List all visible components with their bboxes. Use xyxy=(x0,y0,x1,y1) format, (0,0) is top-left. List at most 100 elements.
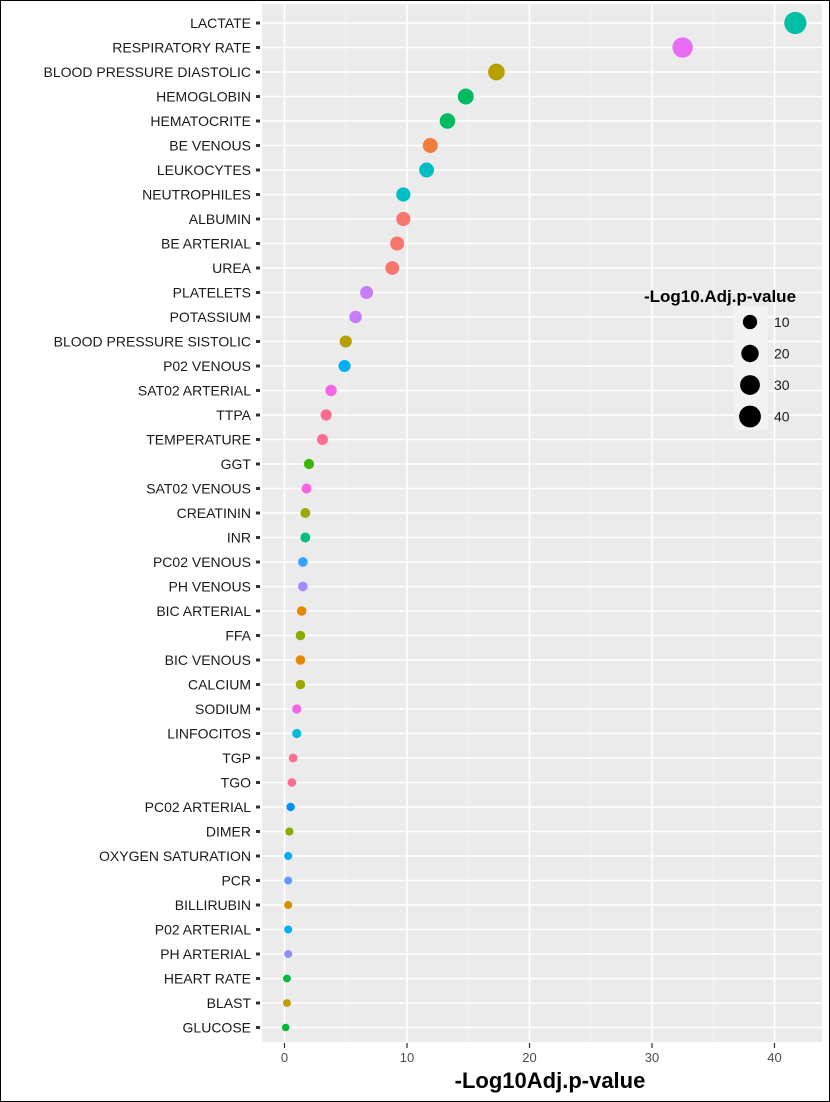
data-point xyxy=(325,384,337,397)
legend-key xyxy=(740,375,760,395)
legend-label: 30 xyxy=(774,377,790,393)
data-point xyxy=(284,900,293,910)
data-point xyxy=(295,630,306,641)
data-point xyxy=(298,581,308,592)
grid-major xyxy=(262,4,822,1042)
y-tick-label: FFA xyxy=(225,628,251,644)
x-axis: 0 10 20 30 40 xyxy=(281,1043,782,1065)
data-point xyxy=(488,63,505,81)
data-point xyxy=(288,753,298,763)
y-tick-label: PH ARTERIAL xyxy=(160,946,251,962)
data-point xyxy=(349,310,362,324)
data-point xyxy=(339,335,352,348)
data-point xyxy=(284,851,293,861)
data-point xyxy=(295,679,306,690)
y-tick-label: HEMOGLOBIN xyxy=(156,89,251,105)
plot-panel xyxy=(262,4,822,1042)
y-tick-label: LEUKOCYTES xyxy=(157,162,251,178)
data-point xyxy=(298,557,308,567)
y-tick-label: NEUTROPHILES xyxy=(142,187,251,203)
data-point xyxy=(292,704,302,714)
y-tick-label: TEMPERATURE xyxy=(146,432,251,448)
y-tick-label: TTPA xyxy=(216,407,251,423)
data-point xyxy=(422,137,438,154)
x-tick-label: 0 xyxy=(281,1050,288,1065)
data-point xyxy=(287,778,297,787)
y-axis: LACTATE RESPIRATORY RATE BLOOD PRESSURE DI… xyxy=(44,15,260,1036)
y-tick-label: BLOOD PRESSURE DIASTOLIC xyxy=(44,64,251,80)
y-tick-label: DIMER xyxy=(206,824,251,840)
y-tick-label: TGO xyxy=(221,775,251,791)
data-point xyxy=(285,827,294,836)
y-tick-label: PH VENOUS xyxy=(169,579,251,595)
y-tick-label: BIC ARTERIAL xyxy=(156,603,251,619)
y-tick-label: BLAST xyxy=(207,995,252,1011)
y-tick-label: UREA xyxy=(212,260,252,276)
y-tick-label: CREATININ xyxy=(177,505,251,521)
data-point xyxy=(292,728,302,739)
x-tick-label: 10 xyxy=(400,1050,414,1065)
x-tick-label: 20 xyxy=(522,1050,536,1065)
legend-title: -Log10.Adj.p-value xyxy=(644,287,796,306)
size-legend: -Log10.Adj.p-value 10 20 30 40 xyxy=(644,287,796,430)
data-point xyxy=(303,458,315,470)
y-tick-label: BIC VENOUS xyxy=(165,652,251,668)
data-point xyxy=(390,236,405,251)
y-tick-label: TGP xyxy=(222,750,251,766)
y-tick-label: GGT xyxy=(221,456,252,472)
legend-key xyxy=(742,314,758,330)
data-point xyxy=(396,187,411,202)
y-tick-label: SAT02 ARTERIAL xyxy=(138,383,251,399)
data-point xyxy=(672,37,693,58)
data-point xyxy=(320,409,332,421)
legend-key xyxy=(739,405,761,428)
y-tick-label: SODIUM xyxy=(195,701,251,717)
data-point xyxy=(300,532,311,543)
data-point xyxy=(284,876,293,885)
data-point xyxy=(283,999,291,1007)
data-point xyxy=(419,162,435,178)
y-tick-label: INR xyxy=(227,530,251,546)
y-tick-label: BILLIRUBIN xyxy=(175,897,251,913)
data-point xyxy=(284,949,293,959)
data-point xyxy=(300,508,311,518)
legend-label: 20 xyxy=(774,346,790,362)
y-tick-label: PCR xyxy=(221,873,251,889)
y-tick-label: BLOOD PRESSURE SISTOLIC xyxy=(54,334,251,350)
y-tick-label: SAT02 VENOUS xyxy=(146,481,251,497)
data-point xyxy=(784,11,807,35)
data-point xyxy=(284,925,293,934)
legend-label: 40 xyxy=(774,409,790,425)
y-tick-label: GLUCOSE xyxy=(183,1020,251,1036)
legend-key xyxy=(741,344,759,363)
grid-minor xyxy=(345,4,714,1042)
data-point xyxy=(295,655,306,665)
y-tick-label: POTASSIUM xyxy=(170,309,251,325)
x-tick-label: 40 xyxy=(767,1050,781,1065)
y-tick-label: HEART RATE xyxy=(164,971,251,987)
y-tick-label: CALCIUM xyxy=(188,677,251,693)
data-point xyxy=(457,88,474,105)
data-point xyxy=(283,974,291,983)
y-tick-label: PC02 ARTERIAL xyxy=(145,799,252,815)
y-tick-label: PC02 VENOUS xyxy=(153,554,251,570)
x-tick-label: 30 xyxy=(645,1050,659,1065)
data-point xyxy=(385,261,400,275)
y-tick-label: BE ARTERIAL xyxy=(161,236,251,252)
data-points xyxy=(281,11,807,1032)
y-tick-label: ALBUMIN xyxy=(189,211,251,227)
data-point xyxy=(286,802,295,812)
data-point xyxy=(360,286,374,299)
data-point xyxy=(396,211,411,227)
y-tick-label: PLATELETS xyxy=(173,285,251,301)
data-point xyxy=(296,606,307,616)
data-point xyxy=(316,434,328,445)
y-tick-label: P02 ARTERIAL xyxy=(155,922,251,938)
legend-label: 10 xyxy=(774,314,790,330)
y-tick-label: P02 VENOUS xyxy=(163,358,251,374)
y-tick-label: BE VENOUS xyxy=(169,138,251,154)
data-point xyxy=(439,113,456,129)
y-tick-label: LINFOCITOS xyxy=(167,726,251,742)
y-tick-label: HEMATOCRITE xyxy=(150,113,251,129)
y-tick-label: RESPIRATORY RATE xyxy=(112,40,251,56)
